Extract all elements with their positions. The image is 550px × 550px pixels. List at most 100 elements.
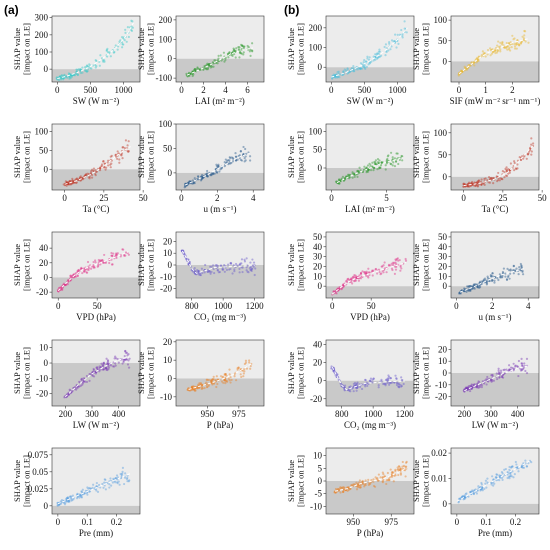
data-point — [108, 261, 111, 265]
data-point — [343, 389, 346, 392]
data-point — [69, 389, 72, 392]
data-point — [377, 55, 381, 58]
data-point — [505, 174, 509, 178]
data-point — [121, 470, 124, 473]
data-point — [473, 61, 476, 64]
data-point — [497, 49, 500, 52]
data-point — [507, 172, 510, 175]
data-point — [490, 176, 493, 180]
data-point — [102, 160, 105, 163]
x-tick-label: 300 — [85, 409, 99, 419]
data-point — [349, 176, 352, 179]
data-point — [371, 378, 374, 381]
data-point — [205, 378, 208, 381]
data-point — [351, 275, 355, 278]
data-point — [490, 52, 494, 55]
data-point — [193, 269, 196, 272]
data-point — [246, 44, 249, 48]
y-tick-label: 0 — [168, 374, 173, 384]
data-point — [232, 264, 235, 267]
data-point — [119, 476, 123, 479]
data-point — [68, 72, 71, 76]
data-point — [110, 263, 114, 266]
data-point — [502, 267, 505, 270]
data-point — [374, 159, 377, 162]
data-point — [230, 156, 233, 159]
data-point — [374, 476, 377, 479]
data-point — [525, 357, 529, 360]
y-axis-label: SHAP value[impact on LE] — [12, 455, 32, 507]
data-point — [360, 67, 364, 70]
data-point — [205, 67, 208, 70]
data-point — [86, 69, 89, 73]
data-point — [502, 44, 505, 47]
data-point — [210, 65, 214, 68]
y-axis-label-line: SHAP value — [136, 352, 146, 394]
data-point — [333, 74, 337, 77]
data-point — [218, 270, 222, 274]
data-point — [520, 40, 523, 44]
data-point — [383, 475, 386, 478]
data-point — [205, 383, 208, 387]
data-point — [470, 61, 473, 64]
data-point — [228, 373, 231, 376]
data-point — [249, 364, 252, 368]
data-point — [227, 52, 230, 55]
points-b-vpd — [331, 257, 408, 296]
data-point — [131, 20, 134, 23]
data-point — [228, 379, 231, 382]
data-point — [87, 487, 90, 490]
data-point — [231, 160, 235, 163]
data-point — [341, 486, 345, 489]
data-point — [99, 54, 102, 57]
data-point — [124, 472, 127, 475]
data-point — [197, 270, 200, 273]
data-point — [242, 53, 245, 56]
data-point — [118, 158, 121, 161]
data-point — [496, 180, 499, 183]
data-point — [394, 262, 398, 265]
data-point — [466, 184, 470, 188]
data-point — [80, 496, 83, 499]
data-point — [394, 268, 398, 271]
data-point — [103, 481, 106, 484]
data-point — [104, 261, 107, 264]
data-point — [238, 267, 241, 270]
data-point — [83, 492, 86, 495]
data-point — [347, 71, 350, 74]
data-point — [347, 174, 350, 177]
data-point — [398, 259, 401, 262]
plot-bg-positive — [326, 448, 414, 481]
data-point — [93, 266, 96, 269]
data-point — [365, 170, 369, 173]
data-point — [368, 162, 371, 165]
y-tick-label: 10 — [313, 451, 323, 461]
data-point — [467, 386, 470, 389]
data-point — [480, 178, 483, 181]
y-tick-label: 10 — [438, 271, 448, 281]
data-point — [334, 76, 337, 79]
y-axis-label: SHAP value[impact on LE] — [286, 455, 306, 507]
data-point — [359, 272, 363, 276]
data-point — [357, 67, 360, 70]
data-point — [210, 174, 213, 177]
data-point — [238, 50, 242, 54]
data-point — [131, 26, 134, 29]
data-point — [481, 489, 484, 492]
data-point — [396, 382, 399, 385]
data-point — [376, 52, 379, 55]
data-point — [114, 362, 117, 365]
data-point — [358, 479, 361, 482]
data-point — [463, 287, 466, 290]
data-point — [339, 179, 343, 182]
data-point — [216, 59, 220, 62]
data-point — [471, 386, 474, 389]
plot-bg-positive — [451, 448, 539, 504]
data-point — [79, 494, 82, 497]
data-point — [383, 261, 386, 264]
data-point — [363, 165, 366, 168]
data-point — [511, 465, 514, 468]
data-point — [244, 155, 247, 158]
